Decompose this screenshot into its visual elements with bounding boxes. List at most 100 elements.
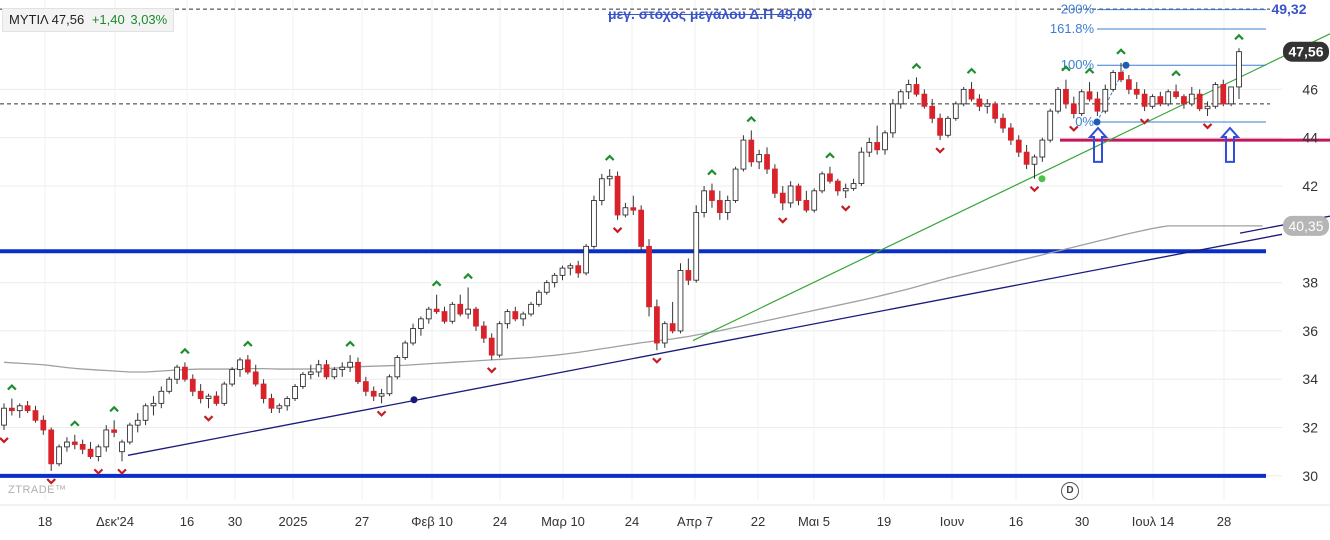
candle-up bbox=[740, 139, 747, 170]
candle-down bbox=[709, 190, 715, 201]
x-tick-label: 2025 bbox=[279, 514, 308, 529]
candle-down bbox=[968, 88, 975, 100]
candle-down bbox=[772, 168, 778, 194]
candle-up bbox=[1110, 72, 1117, 90]
candle-down bbox=[473, 308, 479, 327]
ma-line bbox=[3, 225, 1263, 373]
x-tick-label: 28 bbox=[1217, 514, 1231, 529]
candle-down bbox=[260, 383, 267, 400]
swing-low-marker bbox=[1029, 185, 1040, 193]
candle-up bbox=[126, 424, 133, 443]
candle-down bbox=[1015, 139, 1022, 153]
swing-low-marker bbox=[203, 415, 214, 422]
candle-up bbox=[1031, 156, 1038, 165]
horizontal-levels bbox=[0, 8, 1330, 478]
candle-down bbox=[921, 93, 928, 107]
candle-down bbox=[197, 390, 204, 400]
candle-up bbox=[520, 313, 527, 320]
candle-up bbox=[1149, 96, 1156, 107]
candle-down bbox=[40, 419, 47, 431]
candle-up bbox=[292, 386, 298, 400]
candle-down bbox=[182, 366, 188, 380]
candle-down bbox=[1086, 91, 1093, 100]
candle-down bbox=[87, 448, 94, 457]
x-tick-label: Δεκ'24 bbox=[96, 514, 134, 529]
candle-up bbox=[583, 245, 589, 274]
candle-down bbox=[1181, 96, 1187, 105]
swing-high-marker bbox=[180, 347, 190, 355]
candle-up bbox=[134, 419, 141, 426]
swing-high-marker bbox=[463, 272, 473, 280]
candle-up bbox=[850, 183, 857, 189]
swing-markers bbox=[0, 33, 1244, 485]
swing-high-marker bbox=[1084, 67, 1095, 74]
swing-low-marker bbox=[612, 227, 623, 234]
candle-down bbox=[669, 323, 676, 332]
candle-up bbox=[347, 361, 353, 368]
candle-down bbox=[1094, 98, 1101, 112]
candle-down bbox=[48, 429, 55, 465]
candle-down bbox=[716, 200, 723, 214]
x-tick-label: Μαρ 10 bbox=[541, 514, 585, 529]
candle-up bbox=[945, 117, 951, 136]
candle-up bbox=[16, 405, 23, 412]
candle-up bbox=[402, 342, 409, 358]
swing-low-marker bbox=[117, 468, 127, 475]
candle-up bbox=[551, 274, 558, 284]
x-axis: 18 Δεκ'24 16 30 2025 27 Φεβ 10 24 Μαρ 10 24 Απρ 7 2… bbox=[0, 504, 1330, 529]
candle-down bbox=[827, 173, 833, 182]
candle-down bbox=[1000, 117, 1006, 129]
candle-down bbox=[976, 98, 983, 107]
swing-high-marker bbox=[7, 383, 17, 391]
candle-down bbox=[323, 364, 330, 378]
candle-up bbox=[858, 151, 865, 185]
candle-up bbox=[984, 103, 991, 107]
x-tick-label: 18 bbox=[38, 514, 52, 529]
last-price-tag-bg bbox=[1283, 41, 1329, 62]
candle-down bbox=[874, 142, 881, 151]
swing-low-marker bbox=[935, 147, 945, 154]
swing-high-marker bbox=[966, 67, 977, 74]
candle-up bbox=[701, 190, 707, 214]
candle-down bbox=[213, 395, 220, 404]
candle-up bbox=[724, 200, 731, 214]
x-tick-label: 27 bbox=[355, 514, 369, 529]
dividend-event-icon[interactable]: D bbox=[1061, 482, 1079, 500]
candle-up bbox=[284, 398, 291, 407]
fib-level-label: 200% bbox=[1061, 2, 1095, 17]
swing-high-marker bbox=[825, 152, 835, 159]
candle-up bbox=[504, 311, 511, 325]
candle-down bbox=[79, 443, 86, 450]
candle-up bbox=[559, 267, 566, 276]
candle-up bbox=[787, 185, 794, 204]
candle-down bbox=[480, 325, 487, 339]
candle-down bbox=[929, 105, 936, 119]
candle-up bbox=[528, 303, 534, 315]
swing-low-marker bbox=[46, 478, 56, 485]
candle-up bbox=[811, 190, 818, 211]
ma-price-tag-bg bbox=[1283, 215, 1329, 236]
price-tags: 47,56 40,35 49,32 bbox=[1271, 1, 1329, 236]
candle-up bbox=[897, 91, 904, 105]
x-tick-label: 24 bbox=[625, 514, 639, 529]
y-tick-label: 30 bbox=[1302, 468, 1318, 484]
swing-low-marker bbox=[93, 468, 104, 475]
candle-up bbox=[591, 200, 597, 247]
y-tick-label: 36 bbox=[1302, 323, 1318, 339]
swing-low-marker bbox=[1069, 125, 1079, 132]
y-tick-label: 34 bbox=[1302, 371, 1318, 387]
x-tick-label: 19 bbox=[877, 514, 891, 529]
candle-down bbox=[32, 410, 39, 421]
ticker-quote[interactable]: ΜΥΤΙΛ 47,56 +1,40 3,03% bbox=[2, 8, 175, 32]
candle-up bbox=[1188, 93, 1195, 105]
x-tick-label: Ιουν bbox=[940, 514, 964, 529]
ticker-change-pct: 3,03% bbox=[130, 12, 168, 27]
swing-low-marker bbox=[1139, 118, 1150, 125]
candle-down bbox=[1141, 93, 1148, 107]
candle-down bbox=[362, 381, 369, 392]
candle-down bbox=[937, 117, 943, 136]
candle-up bbox=[174, 366, 180, 380]
target-annotation: μεγ. στόχος μεγάλου Δ.Π 49,00 bbox=[608, 6, 813, 22]
